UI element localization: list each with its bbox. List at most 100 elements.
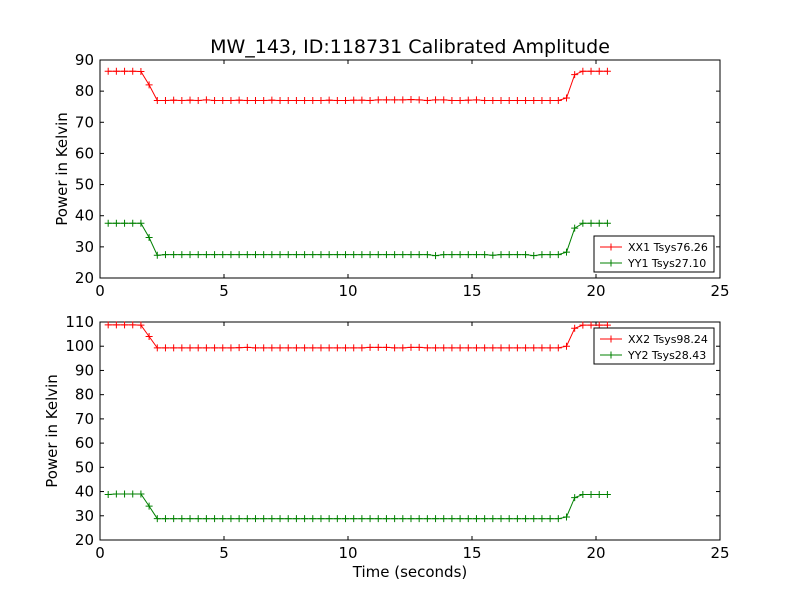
data-point bbox=[284, 515, 292, 523]
data-point bbox=[579, 321, 587, 329]
x-tick-label: 0 bbox=[95, 282, 105, 300]
data-point bbox=[497, 251, 505, 259]
y-tick-label: 40 bbox=[75, 483, 94, 501]
axes-frame bbox=[99, 59, 721, 279]
data-point bbox=[350, 251, 358, 259]
data-point bbox=[129, 490, 137, 498]
data-point bbox=[219, 96, 227, 104]
y-tick-label: 100 bbox=[65, 337, 94, 355]
data-point bbox=[554, 344, 562, 352]
data-point bbox=[104, 321, 112, 329]
data-point bbox=[432, 344, 440, 352]
data-point bbox=[554, 515, 562, 523]
data-point bbox=[472, 344, 480, 352]
data-point bbox=[227, 251, 235, 259]
data-point bbox=[562, 513, 570, 521]
data-point bbox=[423, 96, 431, 104]
data-point bbox=[530, 515, 538, 523]
data-point bbox=[399, 96, 407, 104]
legend-swatch-marker bbox=[607, 335, 615, 343]
data-point bbox=[153, 251, 161, 259]
data-point bbox=[194, 251, 202, 259]
data-point bbox=[268, 96, 276, 104]
x-axis-label: Time (seconds) bbox=[352, 563, 468, 581]
y-tick-label: 20 bbox=[75, 531, 94, 549]
data-point bbox=[137, 490, 145, 498]
data-point bbox=[211, 251, 219, 259]
data-point bbox=[325, 344, 333, 352]
data-point bbox=[104, 490, 112, 498]
x-tick-label: 20 bbox=[586, 544, 605, 562]
data-point bbox=[595, 321, 603, 329]
data-point bbox=[415, 96, 423, 104]
x-tick-label: 10 bbox=[338, 282, 357, 300]
data-point bbox=[227, 96, 235, 104]
data-point bbox=[178, 96, 186, 104]
data-point bbox=[546, 515, 554, 523]
data-point bbox=[276, 515, 284, 523]
data-point bbox=[301, 96, 309, 104]
data-point bbox=[595, 219, 603, 227]
data-point bbox=[235, 344, 243, 352]
data-point bbox=[472, 515, 480, 523]
data-point bbox=[456, 344, 464, 352]
data-point bbox=[603, 321, 611, 329]
data-point bbox=[186, 344, 194, 352]
data-point bbox=[317, 96, 325, 104]
x-tick-label: 25 bbox=[710, 544, 729, 562]
data-point bbox=[448, 515, 456, 523]
data-point bbox=[423, 515, 431, 523]
data-point bbox=[546, 96, 554, 104]
data-point bbox=[513, 515, 521, 523]
data-point bbox=[530, 344, 538, 352]
data-point bbox=[440, 515, 448, 523]
x-tick-label: 15 bbox=[462, 282, 481, 300]
data-point bbox=[145, 234, 153, 242]
data-point bbox=[104, 67, 112, 75]
data-point bbox=[112, 67, 120, 75]
data-point bbox=[358, 96, 366, 104]
data-point bbox=[137, 219, 145, 227]
data-point bbox=[366, 96, 374, 104]
y-tick-label: 50 bbox=[75, 176, 94, 194]
data-point bbox=[415, 343, 423, 351]
data-point bbox=[391, 344, 399, 352]
data-point bbox=[186, 96, 194, 104]
data-point bbox=[522, 344, 530, 352]
data-point bbox=[399, 515, 407, 523]
data-point bbox=[194, 96, 202, 104]
data-point bbox=[342, 251, 350, 259]
data-point bbox=[440, 96, 448, 104]
data-point bbox=[448, 251, 456, 259]
data-point bbox=[211, 344, 219, 352]
data-point bbox=[497, 344, 505, 352]
data-point bbox=[456, 515, 464, 523]
data-point bbox=[243, 96, 251, 104]
data-point bbox=[513, 344, 521, 352]
y-tick-label: 30 bbox=[75, 238, 94, 256]
y-tick-label: 80 bbox=[75, 386, 94, 404]
bottom-y-axis-label: Power in Kelvin bbox=[43, 374, 61, 488]
data-point bbox=[440, 251, 448, 259]
data-point bbox=[309, 251, 317, 259]
data-point bbox=[432, 96, 440, 104]
data-point bbox=[170, 515, 178, 523]
data-point bbox=[366, 515, 374, 523]
data-point bbox=[121, 219, 129, 227]
data-point bbox=[472, 96, 480, 104]
x-tick-label: 5 bbox=[219, 544, 229, 562]
data-point bbox=[276, 96, 284, 104]
data-point bbox=[481, 344, 489, 352]
y-tick-label: 40 bbox=[75, 207, 94, 225]
data-point bbox=[121, 321, 129, 329]
data-point bbox=[489, 96, 497, 104]
data-point bbox=[309, 515, 317, 523]
data-point bbox=[178, 251, 186, 259]
data-point bbox=[530, 252, 538, 260]
data-point bbox=[317, 344, 325, 352]
data-point bbox=[235, 251, 243, 259]
y-tick-label: 90 bbox=[75, 51, 94, 69]
data-point bbox=[562, 342, 570, 350]
legend-entry-label: YY2 Tsys28.43 bbox=[627, 349, 706, 362]
data-point bbox=[194, 515, 202, 523]
